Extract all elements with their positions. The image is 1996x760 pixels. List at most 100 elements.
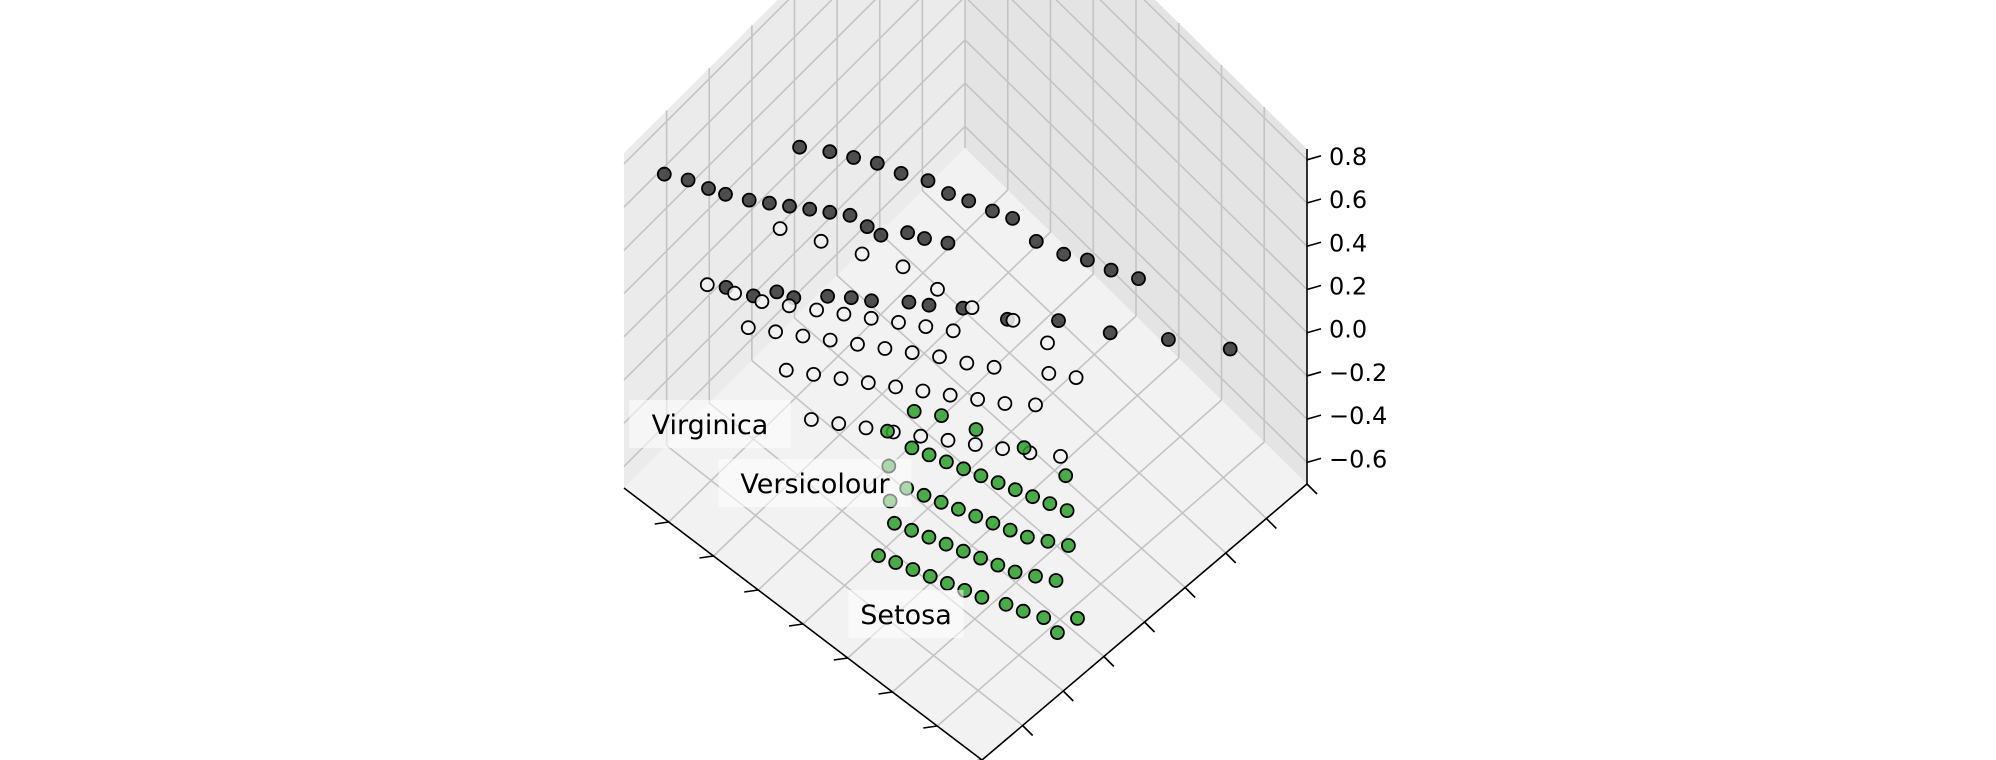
z-axis-tick [1306,284,1322,291]
z-tick-label: 0.0 [1329,316,1367,344]
data-point [933,494,949,510]
series-virginica [656,139,1238,357]
z-tick-label: −0.6 [1329,445,1387,473]
y-axis-tick [1062,690,1074,702]
data-point [1061,538,1076,553]
data-point [1161,332,1176,347]
data-point [762,195,777,211]
data-point [995,441,1010,457]
data-point [1070,611,1085,626]
data-point [986,359,1002,375]
data-point [893,165,909,181]
data-point [740,320,756,336]
data-point [778,362,794,378]
z-axis-tick [1306,371,1322,377]
data-point [938,536,954,552]
data-point [964,300,980,316]
axis-lines: 0.8 0.6 0.4 0.2 0.0 −0.2 −0.4 −0.6 [623,143,1387,760]
data-point [1040,533,1056,549]
data-points [656,139,1238,640]
floor-grid-line [921,189,1267,520]
data-point [904,440,920,456]
data-point [1048,573,1064,588]
data-point [1102,325,1118,341]
data-point [833,371,849,387]
data-point [854,246,870,262]
data-point [1080,252,1095,268]
data-point [921,447,937,463]
y-axis-tick [1103,655,1115,668]
z-axis-tick [1306,198,1322,204]
floor-grid-line [936,441,1265,727]
data-point [1005,210,1020,226]
data-point [945,323,961,339]
z-grid-line [623,0,1308,295]
z-tick-label: −0.4 [1329,402,1387,430]
data-point [920,173,936,189]
data-point [921,529,937,545]
data-point [997,396,1013,411]
data-point [1042,496,1058,512]
data-point [934,408,949,424]
z-axis-tick [1306,241,1322,248]
data-point [701,181,716,196]
x-axis-tick [878,691,893,695]
z-grid-line [623,0,1308,165]
z-axis-tick [1306,327,1322,334]
z-tick-label: 0.4 [1329,229,1367,257]
x-axis-tick [744,589,759,593]
y-axis-tick [1225,552,1237,564]
data-point [859,219,875,235]
z-tick-label: 0.2 [1329,272,1367,300]
data-point [1059,503,1075,519]
data-point [850,336,865,352]
class-label-box [718,459,912,507]
data-point [959,355,975,371]
z-tick-label: 0.8 [1329,143,1367,171]
x-axis-tick [923,725,938,729]
data-point [891,314,906,330]
data-point [864,293,879,309]
data-point [822,332,838,348]
x-axis-tick [654,521,669,525]
x-axis-tick [833,657,848,661]
data-point [941,186,956,201]
data-point [1053,448,1068,464]
z-grid-line [623,0,1308,208]
data-point [930,281,945,297]
data-point [904,345,920,361]
data-point [916,487,932,503]
data-point [795,328,811,344]
data-point [939,454,954,470]
data-point [820,288,835,304]
data-point [904,522,919,538]
data-point [968,422,984,437]
data-point [781,298,797,314]
y-axis-tick [1265,517,1277,530]
z-tick-label: 0.6 [1329,186,1367,214]
data-point [905,562,921,577]
data-point [860,375,876,391]
data-point [769,284,785,300]
series-setosa [871,403,1085,640]
z-grid-line [623,0,1308,251]
data-point [1007,482,1023,498]
data-point [888,555,904,570]
x-axis-tick [699,555,714,559]
data-point [802,201,818,217]
data-point [968,508,984,524]
class-label-text: Virginica [652,410,769,441]
data-point [741,192,757,208]
data-point [873,227,889,243]
data-point [877,341,893,356]
data-point [727,285,742,301]
data-point [822,204,838,220]
data-point [900,225,915,241]
class-label-versicolour: Versicolour [718,459,912,507]
z-axis-tick [1306,414,1322,420]
data-point [1103,262,1119,278]
data-point [956,461,971,477]
data-point [1051,313,1066,329]
data-point [699,277,715,293]
